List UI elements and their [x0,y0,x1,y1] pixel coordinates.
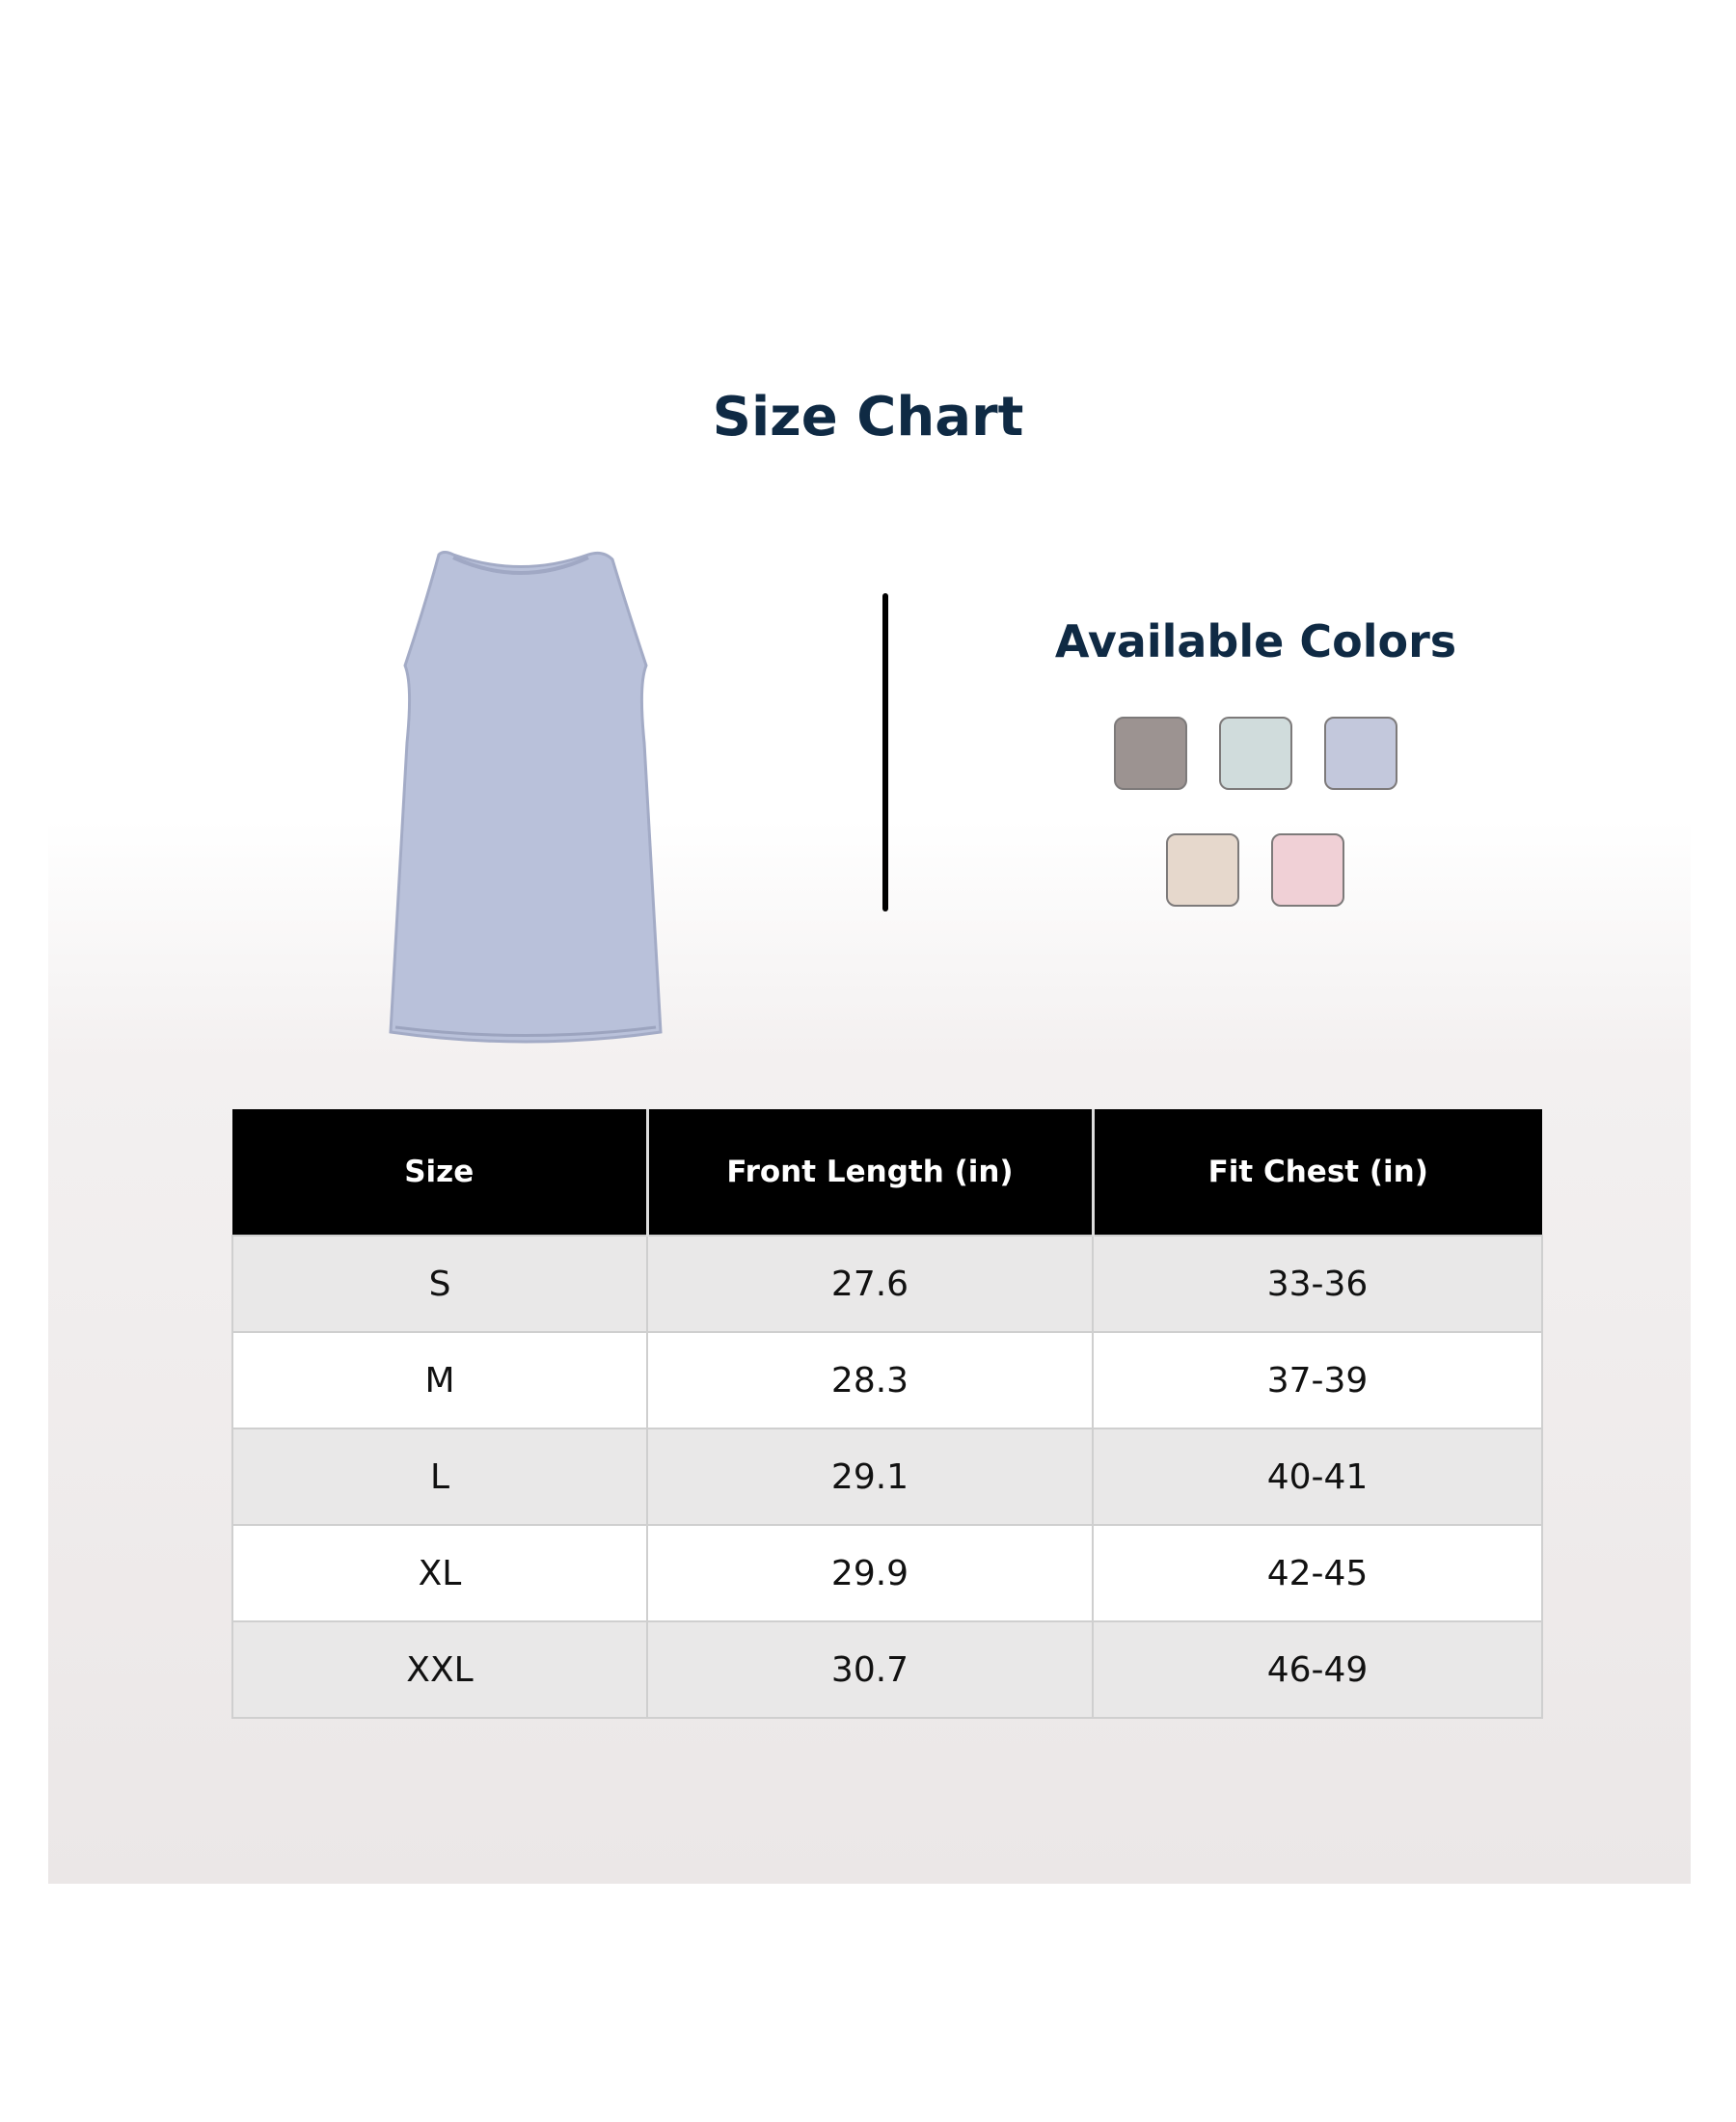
table-row: S 27.6 33-36 [231,1235,1543,1333]
color-swatch-gray[interactable] [1114,717,1187,790]
cell-fit-chest: 37-39 [1092,1331,1543,1429]
table-row: L 29.1 40-41 [231,1428,1543,1526]
cell-front-length: 29.9 [646,1524,1094,1622]
cell-size: M [231,1331,648,1429]
color-swatch-mint[interactable] [1219,717,1292,790]
cell-front-length: 30.7 [646,1620,1094,1719]
cell-front-length: 29.1 [646,1428,1094,1526]
table-row: XL 29.9 42-45 [231,1524,1543,1622]
color-swatch-lavender[interactable] [1324,717,1397,790]
cell-front-length: 27.6 [646,1235,1094,1333]
table-row: XXL 30.7 46-49 [231,1620,1543,1719]
cell-fit-chest: 46-49 [1092,1620,1543,1719]
cell-fit-chest: 33-36 [1092,1235,1543,1333]
cell-size: S [231,1235,648,1333]
cell-size: XL [231,1524,648,1622]
table-header-row: Size Front Length (in) Fit Chest (in) [232,1109,1542,1236]
header-front-length: Front Length (in) [645,1109,1093,1236]
header-size: Size [232,1109,647,1236]
tank-top-image [389,551,663,1044]
vertical-divider [882,593,888,911]
table-row: M 28.3 37-39 [231,1331,1543,1429]
page-title: Size Chart [712,386,1024,449]
color-swatch-pink[interactable] [1271,833,1344,907]
cell-front-length: 28.3 [646,1331,1094,1429]
cell-fit-chest: 42-45 [1092,1524,1543,1622]
cell-fit-chest: 40-41 [1092,1428,1543,1526]
cell-size: L [231,1428,648,1526]
cell-size: XXL [231,1620,648,1719]
color-swatch-beige[interactable] [1166,833,1239,907]
size-table: Size Front Length (in) Fit Chest (in) S … [231,1109,1543,1719]
header-fit-chest: Fit Chest (in) [1091,1109,1542,1236]
available-colors-title: Available Colors [1054,615,1457,667]
